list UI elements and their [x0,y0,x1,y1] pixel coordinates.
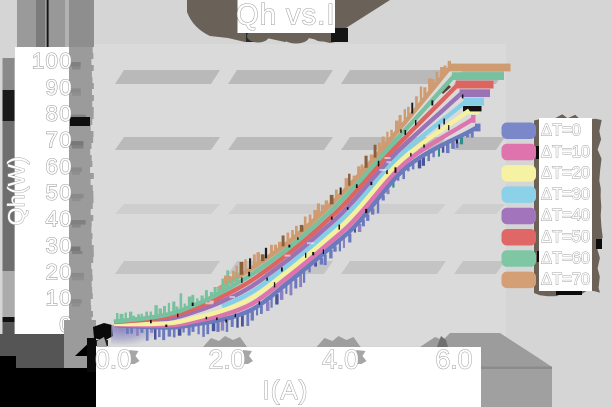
svg-text:ΔT=10: ΔT=10 [541,143,590,161]
svg-text:ΔT=30: ΔT=30 [541,185,590,203]
svg-text:ΔT=40: ΔT=40 [541,207,590,225]
svg-text:60: 60 [45,154,73,179]
svg-text:30: 30 [45,233,73,258]
svg-text:10: 10 [45,286,73,311]
svg-text:0.0: 0.0 [95,345,132,375]
svg-text:90: 90 [45,75,73,100]
svg-text:2.0: 2.0 [209,345,246,375]
svg-text:80: 80 [45,101,73,126]
svg-text:100: 100 [32,49,73,74]
svg-text:ΔT=20: ΔT=20 [541,164,590,182]
svg-text:I(A): I(A) [263,375,309,405]
svg-text:50: 50 [45,180,73,205]
svg-text:ΔT=70: ΔT=70 [541,271,590,289]
svg-text:6.0: 6.0 [436,345,473,375]
svg-text:Qh(W): Qh(W) [3,156,29,225]
svg-text:20: 20 [45,259,73,284]
svg-text:70: 70 [45,128,73,153]
svg-text:40: 40 [45,207,73,232]
svg-text:Qh vs.I: Qh vs.I [236,0,335,31]
svg-text:ΔT=60: ΔT=60 [541,249,590,267]
svg-text:4.0: 4.0 [322,345,359,375]
svg-text:ΔT=0: ΔT=0 [541,122,581,140]
svg-text:ΔT=50: ΔT=50 [541,228,590,246]
